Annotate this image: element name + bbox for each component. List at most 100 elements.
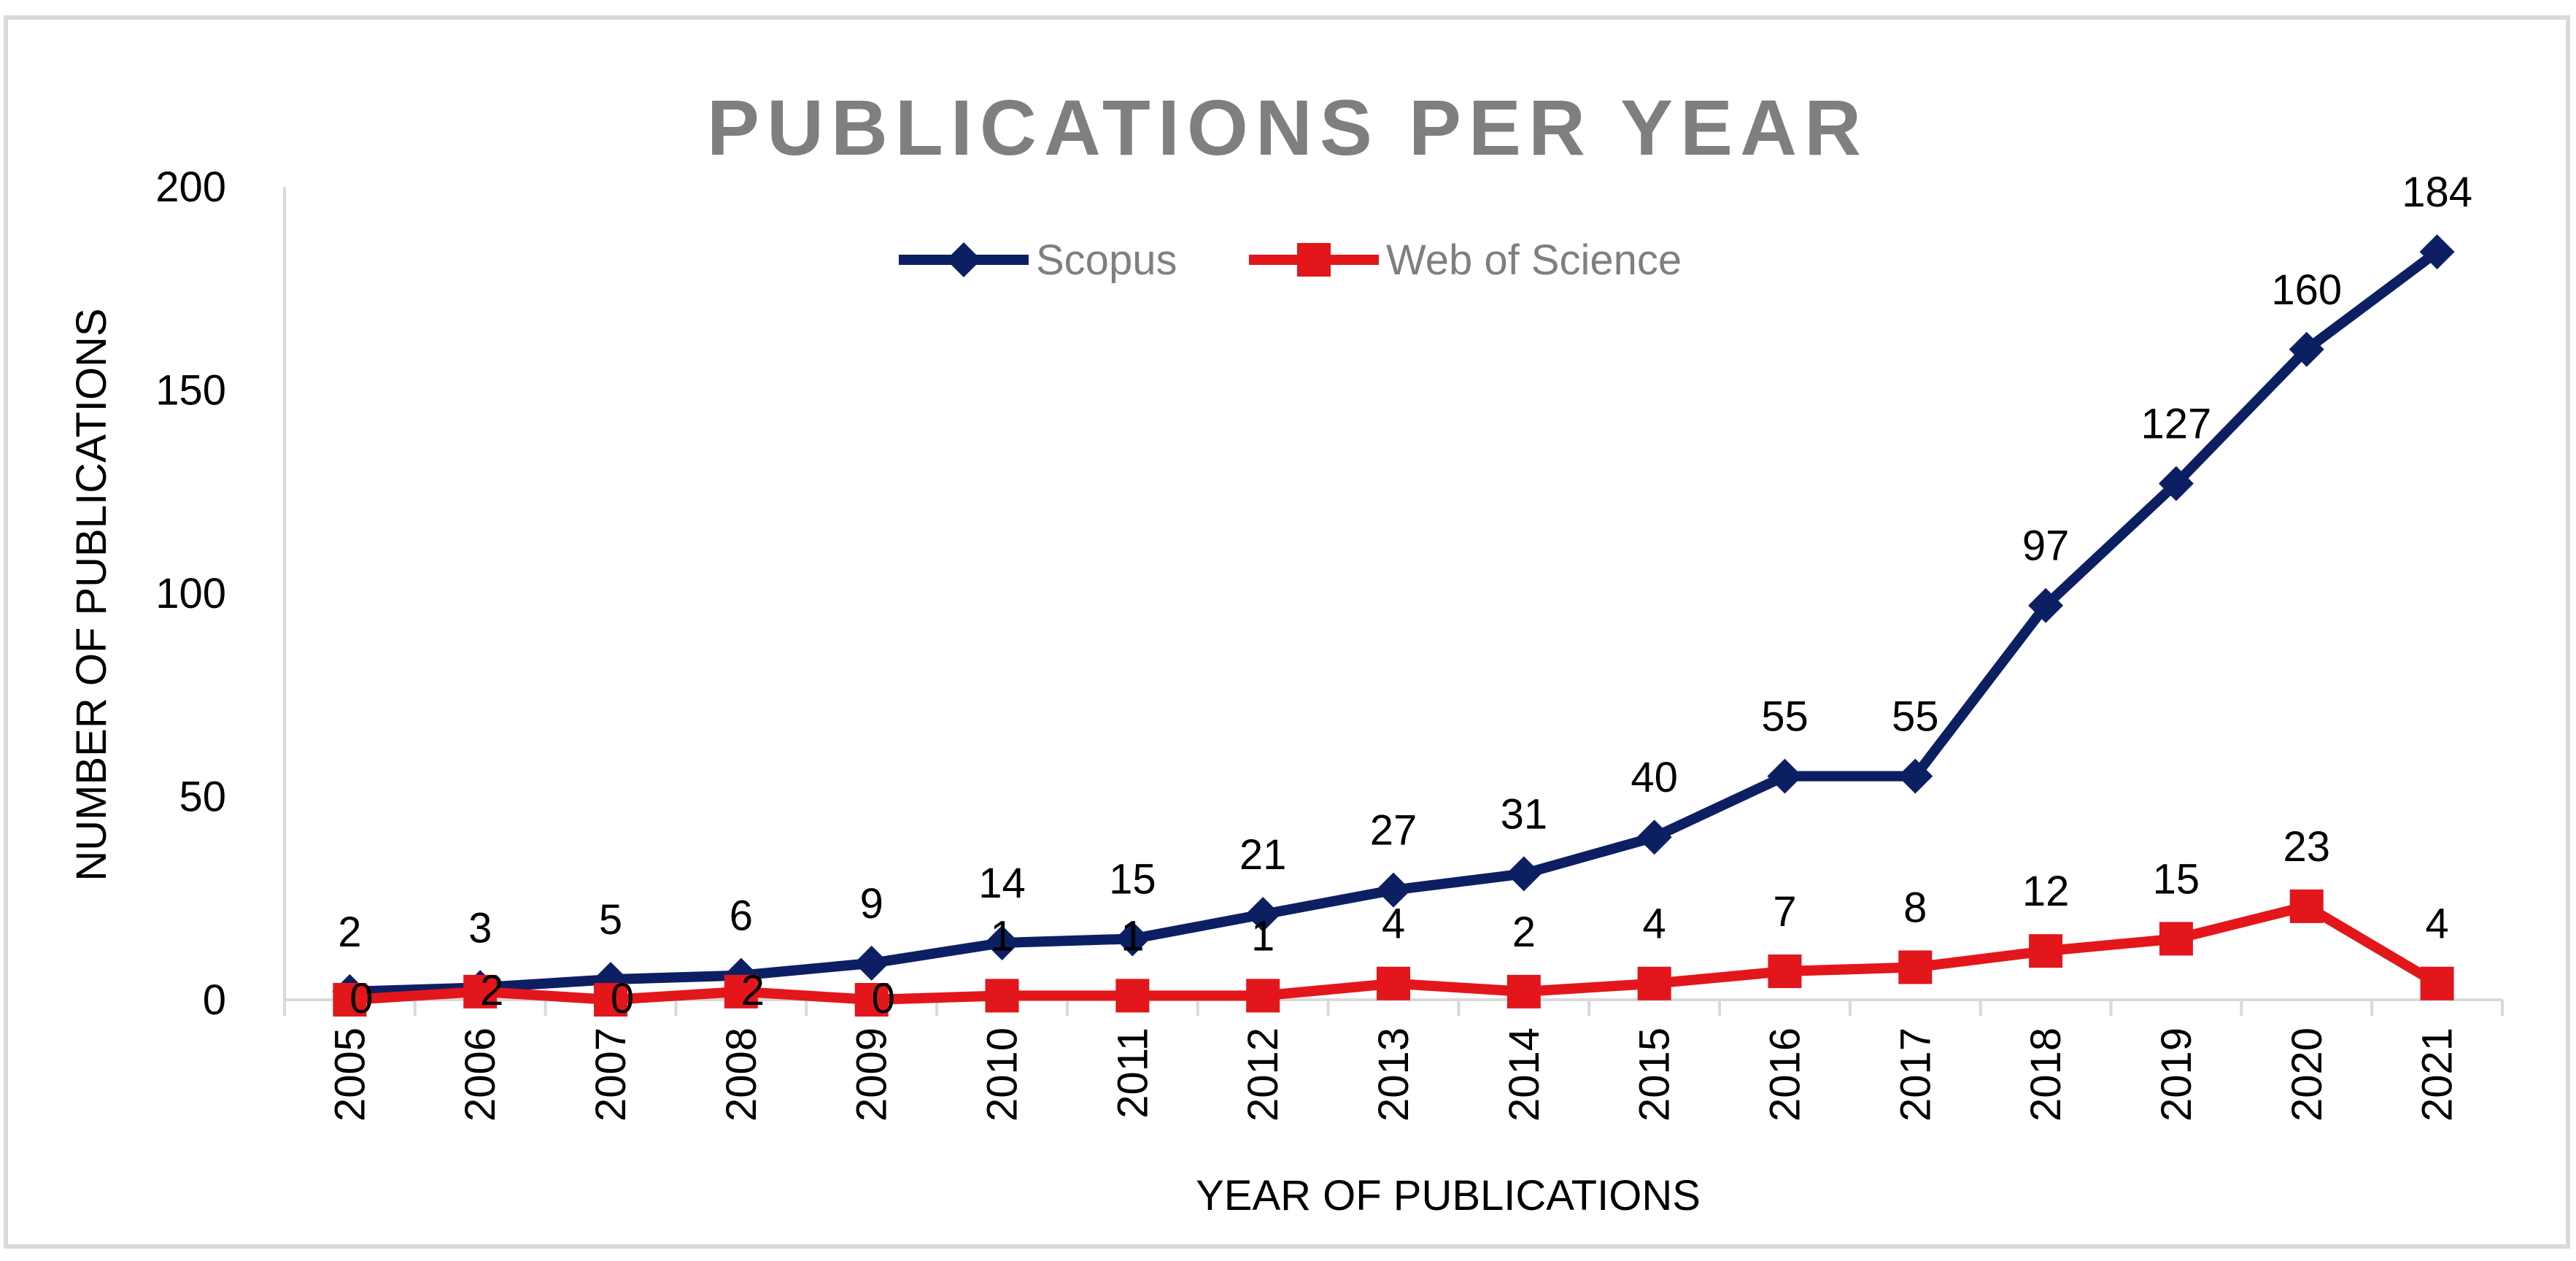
data-point-1 bbox=[594, 983, 628, 1017]
x-tick-label: 2015 bbox=[1631, 1027, 1679, 1122]
legend-marker-1 bbox=[1297, 243, 1331, 277]
data-point-1 bbox=[1768, 955, 1802, 989]
legend: Scopus Web of Science bbox=[899, 236, 1682, 284]
data-point-0 bbox=[1506, 856, 1542, 892]
x-tick-label: 2009 bbox=[848, 1027, 896, 1122]
data-label-1: 2 bbox=[1512, 909, 1536, 956]
data-label-0: 3 bbox=[468, 904, 492, 952]
x-tick-label: 2021 bbox=[2414, 1027, 2461, 1122]
y-axis-ticks: 0 50 100 150 200 bbox=[155, 163, 226, 1024]
x-axis-ticks: 2005 2006 2007 2008 2009 2010 2011 2012 2013 2014… bbox=[283, 1000, 2504, 1122]
y-tick-label: 0 bbox=[203, 976, 226, 1024]
x-tick-label: 2008 bbox=[718, 1027, 765, 1122]
data-point-0 bbox=[2289, 331, 2324, 367]
data-label-0: 15 bbox=[1109, 855, 1156, 903]
legend-marker-0 bbox=[946, 242, 981, 277]
data-point-1 bbox=[1246, 979, 1280, 1013]
data-label-0: 27 bbox=[1370, 807, 1417, 855]
data-label-0: 6 bbox=[730, 892, 753, 940]
x-tick-label: 2014 bbox=[1501, 1027, 1548, 1122]
chart-frame bbox=[4, 15, 2570, 1249]
y-tick-label: 50 bbox=[179, 774, 226, 821]
x-tick-label: 2013 bbox=[1370, 1027, 1417, 1122]
x-axis-label: YEAR OF PUBLICATIONS bbox=[1196, 1172, 1701, 1219]
data-point-1 bbox=[463, 974, 498, 1009]
x-tick-label: 2016 bbox=[1761, 1027, 1809, 1122]
data-label-0: 97 bbox=[2022, 522, 2070, 570]
x-tick-label: 2012 bbox=[1239, 1027, 1287, 1122]
data-point-0 bbox=[2158, 466, 2194, 501]
legend-label-0: Scopus bbox=[1036, 236, 1177, 284]
x-tick-label: 2010 bbox=[979, 1027, 1026, 1122]
data-label-1: 8 bbox=[1903, 884, 1927, 931]
data-point-0 bbox=[1898, 758, 1933, 794]
data-label-0: 55 bbox=[1892, 693, 1939, 741]
data-label-0: 9 bbox=[860, 880, 883, 928]
data-label-1: 12 bbox=[2022, 868, 2070, 915]
data-label-0: 55 bbox=[1761, 693, 1809, 741]
data-label-1: 4 bbox=[2425, 901, 2448, 948]
x-tick-label: 2006 bbox=[457, 1027, 504, 1122]
data-point-1 bbox=[2029, 934, 2063, 968]
data-point-1 bbox=[1637, 966, 1671, 1000]
legend-label-1: Web of Science bbox=[1386, 236, 1682, 284]
data-label-1: 1 bbox=[1121, 912, 1144, 960]
data-label-1: 7 bbox=[1773, 888, 1796, 936]
data-label-1: 0 bbox=[872, 975, 895, 1022]
data-label-0: 31 bbox=[1501, 790, 1548, 838]
data-label-1: 15 bbox=[2153, 855, 2200, 903]
x-tick-label: 2005 bbox=[326, 1027, 374, 1122]
data-point-1 bbox=[2289, 889, 2324, 923]
data-label-1: 1 bbox=[990, 912, 1013, 960]
data-point-1 bbox=[333, 983, 367, 1017]
data-label-0: 14 bbox=[978, 860, 1026, 907]
data-point-0 bbox=[2028, 587, 2064, 623]
data-point-1 bbox=[1377, 966, 1410, 1000]
data-label-1: 23 bbox=[2283, 823, 2331, 871]
data-label-1: 2 bbox=[480, 967, 503, 1014]
chart-title: PUBLICATIONS PER YEAR bbox=[707, 83, 1868, 171]
data-label-0: 2 bbox=[338, 909, 361, 956]
data-label-1: 4 bbox=[1643, 901, 1666, 948]
x-tick-label: 2020 bbox=[2283, 1027, 2331, 1122]
x-tick-label: 2007 bbox=[587, 1027, 635, 1122]
series-layer bbox=[332, 234, 2455, 1017]
y-tick-label: 100 bbox=[155, 570, 226, 617]
data-label-1: 0 bbox=[349, 975, 373, 1022]
x-tick-label: 2019 bbox=[2153, 1027, 2200, 1122]
data-label-0: 5 bbox=[599, 896, 622, 944]
data-point-0 bbox=[1636, 820, 1672, 855]
data-point-0 bbox=[854, 945, 889, 981]
data-point-1 bbox=[854, 983, 889, 1017]
x-tick-label: 2017 bbox=[1892, 1027, 1939, 1122]
data-point-0 bbox=[984, 925, 1020, 961]
data-label-0: 21 bbox=[1239, 831, 1287, 879]
data-point-1 bbox=[985, 979, 1019, 1013]
data-label-1: 0 bbox=[611, 975, 634, 1022]
x-tick-label: 2011 bbox=[1109, 1027, 1156, 1119]
data-label-1: 2 bbox=[741, 967, 765, 1014]
y-tick-label: 150 bbox=[155, 367, 226, 414]
data-point-1 bbox=[1506, 974, 1541, 1009]
x-tick-label: 2018 bbox=[2022, 1027, 2070, 1122]
data-point-1 bbox=[724, 974, 758, 1009]
y-tick-label: 200 bbox=[155, 163, 226, 211]
y-axis-label: NUMBER OF PUBLICATIONS bbox=[68, 308, 115, 881]
data-point-0 bbox=[1376, 872, 1411, 908]
data-point-1 bbox=[1115, 979, 1150, 1013]
data-label-1: 4 bbox=[1382, 901, 1405, 948]
data-point-0 bbox=[1115, 921, 1150, 957]
data-label-0: 160 bbox=[2271, 266, 2342, 314]
data-label-0: 184 bbox=[2402, 169, 2472, 216]
data-point-0 bbox=[2419, 234, 2455, 270]
data-point-0 bbox=[1245, 897, 1281, 933]
data-point-1 bbox=[2420, 966, 2454, 1000]
data-point-1 bbox=[2159, 922, 2193, 956]
data-label-0: 127 bbox=[2141, 401, 2212, 448]
data-label-0: 40 bbox=[1631, 754, 1678, 801]
data-point-1 bbox=[1898, 950, 1933, 984]
data-point-0 bbox=[1767, 758, 1803, 794]
